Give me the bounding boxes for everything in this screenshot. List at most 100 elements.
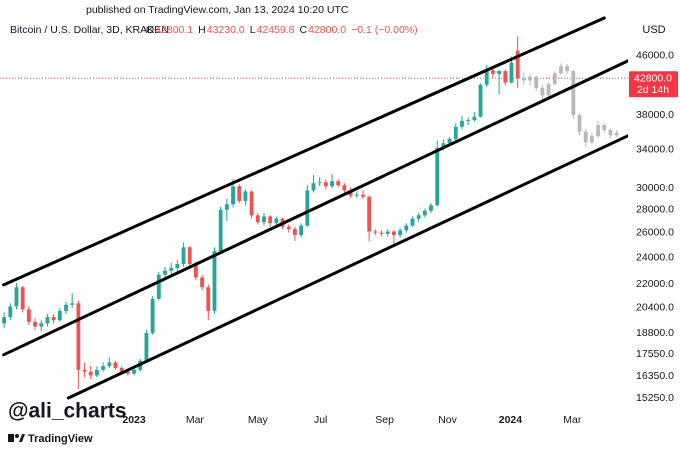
last-price-box: [629, 71, 678, 98]
y-tick-label: 20400.0: [636, 302, 674, 314]
ohlc-value: 42800.1: [155, 24, 193, 36]
y-tick-label: 28000.0: [636, 203, 674, 215]
candle-body: [175, 263, 180, 268]
candle-body: [478, 84, 483, 117]
candle-body: [521, 78, 526, 81]
plot: [0, 16, 628, 400]
y-tick-label: 17550.0: [636, 348, 674, 360]
candle-body: [88, 371, 93, 376]
candle-body: [39, 323, 44, 327]
trendline: [66, 134, 628, 400]
candle-body: [45, 317, 50, 324]
candle-body: [107, 362, 112, 367]
candle-body: [497, 71, 502, 74]
x-tick-label: 2024: [499, 414, 523, 426]
candle-body: [373, 231, 378, 233]
candle-body: [243, 191, 248, 201]
candle-body: [305, 190, 310, 226]
symbol: Bitcoin / U.S. Dollar, 3D, KRAKEN: [10, 24, 169, 36]
axes: 46000.0 38000.0 34000.0 30000.0 28000.0 26000…: [122, 50, 678, 426]
y-tick-label: 22000.0: [636, 278, 674, 290]
candle-body: [206, 287, 211, 311]
candle-body: [64, 304, 68, 311]
candle-body: [286, 226, 291, 230]
change: −0.1 (−0.00%): [351, 24, 418, 36]
trendline: [2, 16, 606, 287]
ohlc-value: 42800.0: [308, 24, 346, 36]
candle-body: [385, 231, 390, 234]
candle-body: [528, 76, 532, 81]
y-tick-label: 38000.0: [636, 109, 674, 121]
candle-body: [237, 186, 242, 201]
candle-body: [552, 73, 557, 85]
y-tick-label: 46000.0: [636, 50, 674, 62]
ohlc-label: C: [300, 24, 308, 36]
candle-body: [119, 367, 124, 372]
candle-body: [342, 185, 347, 191]
y-tick-label: 15250.0: [636, 392, 674, 404]
candle-body: [503, 71, 508, 83]
candle-body: [602, 125, 607, 131]
candle-body: [57, 310, 62, 321]
candle-body: [70, 303, 75, 305]
candle-body: [163, 270, 167, 275]
ohlc-label: L: [250, 24, 256, 36]
candle-body: [255, 215, 260, 223]
candle-body: [51, 317, 56, 321]
candle-body: [101, 366, 106, 370]
last-price-label: 42800.0: [634, 73, 672, 85]
candle-body: [460, 120, 464, 127]
candle-body: [218, 209, 223, 252]
candle-body: [453, 126, 458, 139]
published-note: published on TradingView.com, Jan 13, 20…: [86, 4, 349, 16]
ohlc-label: O: [146, 24, 154, 36]
candle-body: [515, 50, 520, 79]
candle-body: [299, 225, 304, 236]
candle-body: [546, 84, 551, 96]
candle-body: [95, 369, 99, 376]
candle-body: [113, 362, 118, 368]
candle-body: [589, 136, 594, 143]
x-tick-label: 2023: [122, 414, 146, 426]
candle-body: [416, 215, 421, 219]
candle-body: [466, 120, 471, 122]
candle-body: [404, 225, 409, 231]
candle-body: [367, 196, 372, 232]
candle-body: [490, 70, 495, 74]
candle-body: [509, 62, 514, 83]
ohlc-value: 43230.0: [207, 24, 245, 36]
candle-body: [274, 218, 279, 224]
candle-body: [336, 181, 341, 186]
candle-body: [429, 205, 433, 211]
trendline: [2, 59, 628, 357]
ohlc-legend: O 42800.1 H 43230.0 L 42459.8 C 42800.0 −0.1 (−0…: [146, 24, 418, 36]
candle-body: [144, 333, 149, 361]
candle-body: [472, 116, 477, 121]
candle-body: [293, 229, 297, 236]
y-tick-label: 34000.0: [636, 143, 674, 155]
x-tick-label: Nov: [438, 414, 457, 426]
candle-body: [14, 287, 19, 307]
x-tick-label: Jul: [314, 414, 327, 426]
candle-body: [26, 309, 31, 322]
x-tick-label: Sep: [375, 414, 394, 426]
currency: USD: [642, 24, 665, 36]
candle-body: [76, 303, 81, 370]
countdown: 2d 14h: [637, 84, 669, 96]
brand-logo: [8, 434, 25, 442]
candle-body: [200, 277, 205, 288]
candle-body: [156, 274, 161, 299]
candle-body: [391, 231, 396, 236]
y-tick-label: 26000.0: [636, 226, 674, 238]
candle-body: [583, 131, 588, 143]
candle-body: [398, 230, 403, 236]
candle-body: [435, 147, 440, 206]
candle-body: [608, 130, 613, 136]
candle-body: [249, 191, 254, 216]
candle-body: [187, 247, 192, 264]
candle-body: [571, 71, 576, 116]
candle-body: [484, 70, 489, 85]
candle-body: [559, 66, 563, 74]
y-tick-label: 24000.0: [636, 251, 674, 263]
candle-body: [169, 267, 174, 271]
